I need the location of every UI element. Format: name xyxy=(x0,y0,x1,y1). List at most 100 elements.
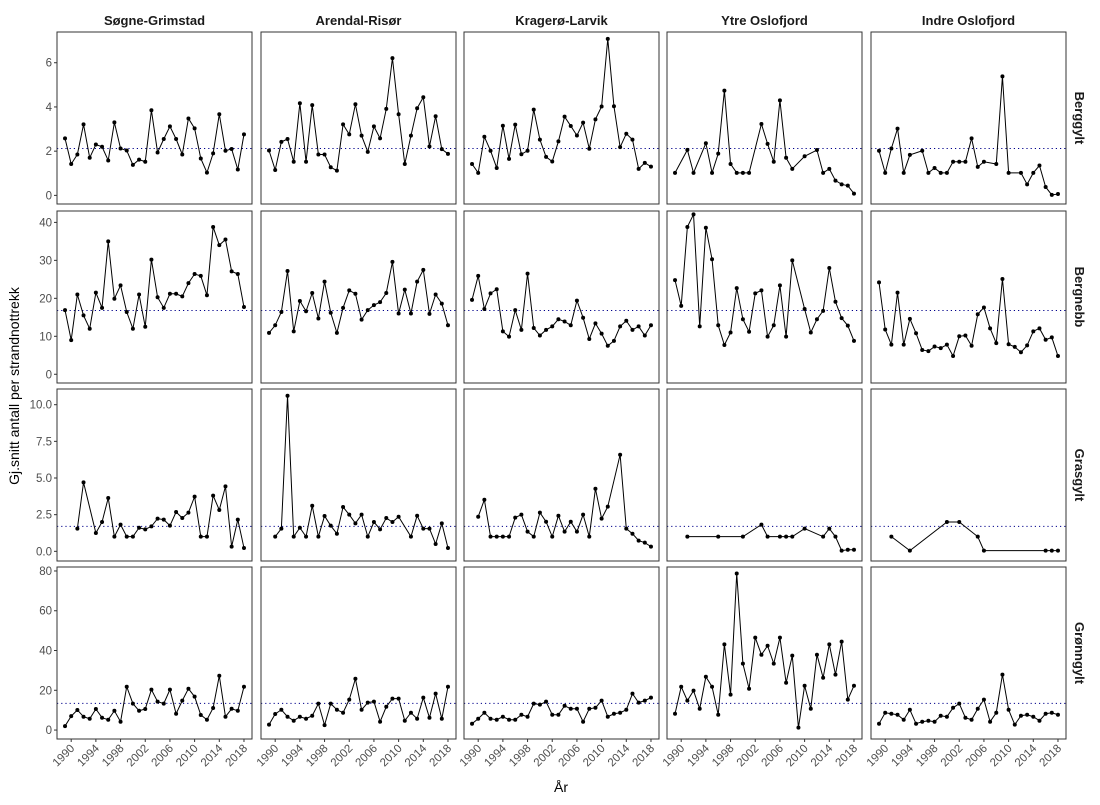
data-point xyxy=(217,112,222,117)
data-point xyxy=(365,308,370,313)
data-point xyxy=(235,708,240,713)
data-point xyxy=(784,155,789,160)
data-point xyxy=(322,513,327,518)
data-point xyxy=(143,159,148,164)
column-strip-label: Kragerø-Larvik xyxy=(515,13,608,28)
data-point xyxy=(796,725,801,730)
data-point xyxy=(353,291,358,296)
data-point xyxy=(636,538,641,543)
data-point xyxy=(525,271,530,276)
data-point xyxy=(914,331,919,336)
data-point xyxy=(845,547,850,552)
data-point xyxy=(241,545,246,550)
data-point xyxy=(673,711,678,716)
data-point xyxy=(988,326,993,331)
data-point xyxy=(81,313,86,318)
data-point xyxy=(279,707,284,712)
data-point xyxy=(124,148,129,153)
data-point xyxy=(371,699,376,704)
data-point xyxy=(777,283,782,288)
y-tick-label: 40 xyxy=(39,646,52,658)
x-axis-label: År xyxy=(554,779,568,795)
data-point xyxy=(198,156,203,161)
data-point xyxy=(877,280,882,285)
data-point xyxy=(1043,184,1048,189)
data-point xyxy=(427,526,432,531)
panel xyxy=(666,210,863,384)
data-point xyxy=(740,170,745,175)
data-point xyxy=(87,155,92,160)
data-point xyxy=(427,715,432,720)
data-point xyxy=(180,516,185,521)
data-point xyxy=(920,347,925,352)
data-point xyxy=(642,160,647,165)
data-point xyxy=(408,311,413,316)
panel-frame xyxy=(56,388,253,562)
data-point xyxy=(877,721,882,726)
data-point xyxy=(1037,718,1042,723)
data-point xyxy=(618,452,623,457)
data-point xyxy=(907,548,912,553)
data-point xyxy=(421,526,426,531)
data-point xyxy=(390,259,395,264)
data-point xyxy=(618,710,623,715)
data-point xyxy=(759,652,764,657)
data-point xyxy=(470,721,475,726)
data-point xyxy=(920,719,925,724)
y-tick-label: 20 xyxy=(39,685,52,697)
data-point xyxy=(624,707,629,712)
data-point xyxy=(87,716,92,721)
data-point xyxy=(550,712,555,717)
data-point xyxy=(149,108,154,113)
data-point xyxy=(513,122,518,127)
data-point xyxy=(310,713,315,718)
data-point xyxy=(192,272,197,277)
data-point xyxy=(482,710,487,715)
data-point xyxy=(421,695,426,700)
data-point xyxy=(334,707,339,712)
data-point xyxy=(784,680,789,685)
data-point xyxy=(895,712,900,717)
data-point xyxy=(81,480,86,485)
data-point xyxy=(112,534,117,539)
data-point xyxy=(740,317,745,322)
panel xyxy=(260,31,457,205)
data-point xyxy=(297,525,302,530)
data-point xyxy=(87,326,92,331)
data-point xyxy=(827,265,832,270)
data-point xyxy=(624,131,629,136)
data-point xyxy=(513,308,518,313)
data-point xyxy=(124,309,129,314)
data-point xyxy=(889,711,894,716)
data-point xyxy=(118,719,123,724)
data-point xyxy=(808,330,813,335)
data-point xyxy=(223,148,228,153)
data-point xyxy=(334,330,339,335)
data-point xyxy=(593,117,598,122)
panel-frame xyxy=(260,210,457,384)
data-point xyxy=(957,159,962,164)
data-point xyxy=(969,343,974,348)
data-point xyxy=(901,717,906,722)
panel-frame xyxy=(666,388,863,562)
data-point xyxy=(229,269,234,274)
data-point xyxy=(180,698,185,703)
data-point xyxy=(93,706,98,711)
data-point xyxy=(981,697,986,702)
data-point xyxy=(328,523,333,528)
data-point xyxy=(574,529,579,534)
data-point xyxy=(75,152,80,157)
data-point xyxy=(630,327,635,332)
data-point xyxy=(519,712,524,717)
data-point xyxy=(957,334,962,339)
data-point xyxy=(740,661,745,666)
data-point xyxy=(130,534,135,539)
data-point xyxy=(297,101,302,106)
y-tick-label: 5.0 xyxy=(36,473,52,485)
data-point xyxy=(839,316,844,321)
data-point xyxy=(944,342,949,347)
data-point xyxy=(204,170,209,175)
data-point xyxy=(241,132,246,137)
data-point xyxy=(814,652,819,657)
data-point xyxy=(211,151,216,156)
